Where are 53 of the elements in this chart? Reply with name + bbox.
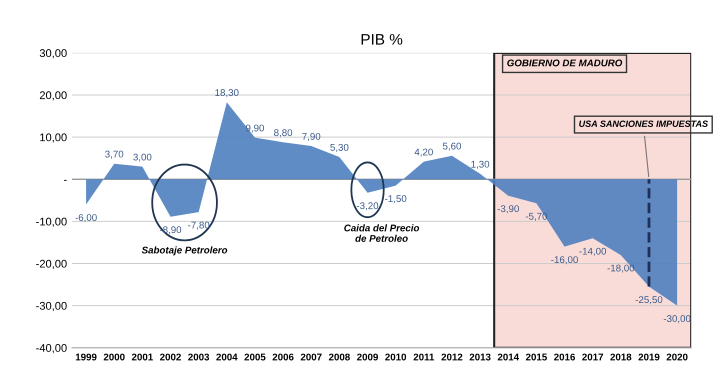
y-tick-label: -30,00 bbox=[36, 302, 67, 312]
y-tick-label: 30,00 bbox=[40, 49, 67, 58]
data-label: -6,00 bbox=[75, 214, 97, 222]
y-tick-label: -40,00 bbox=[36, 344, 67, 354]
x-tick-label: 2005 bbox=[244, 354, 266, 360]
data-label: 5,60 bbox=[442, 142, 462, 151]
x-tick-label: 2011 bbox=[414, 354, 434, 360]
y-tick-label: -10,00 bbox=[36, 218, 67, 227]
x-tick-label: 2003 bbox=[188, 354, 210, 360]
x-tick-label: 2006 bbox=[272, 354, 294, 360]
data-label: -18,00 bbox=[607, 264, 634, 273]
chart-title: PIB % bbox=[362, 34, 402, 45]
x-tick-label: 2014 bbox=[498, 354, 520, 360]
data-label: 3,70 bbox=[105, 150, 124, 159]
x-tick-label: 2012 bbox=[441, 354, 462, 360]
x-tick-label: 2017 bbox=[582, 354, 604, 360]
y-tick-label: - bbox=[64, 180, 67, 181]
data-label: 1,30 bbox=[471, 160, 490, 169]
x-tick-label: 2010 bbox=[385, 354, 406, 360]
x-tick-label: 2020 bbox=[666, 354, 688, 360]
annotation: Sabotaje Petrolero bbox=[142, 246, 228, 256]
x-tick-label: 2016 bbox=[554, 354, 576, 360]
x-tick-label: 2015 bbox=[526, 354, 547, 360]
data-label: 5,30 bbox=[330, 144, 348, 152]
x-tick-label: 2019 bbox=[638, 354, 660, 360]
data-label: -16,00 bbox=[551, 256, 578, 264]
x-tick-label: 1999 bbox=[76, 354, 97, 360]
x-tick-label: 2004 bbox=[216, 354, 238, 360]
data-label: -14,00 bbox=[579, 248, 606, 256]
y-tick-label: -20,00 bbox=[36, 260, 67, 269]
y-tick-label: 20,00 bbox=[40, 91, 67, 100]
data-label: -25,50 bbox=[636, 296, 662, 304]
data-label: -7,80 bbox=[188, 222, 210, 230]
annotation: Caida del Precio de Petroleo bbox=[344, 224, 420, 242]
x-tick-label: 2008 bbox=[328, 354, 350, 360]
data-label: 8,80 bbox=[274, 129, 292, 138]
data-label: 7,90 bbox=[302, 132, 320, 142]
x-tick-label: 2007 bbox=[300, 354, 322, 360]
x-tick-label: 2001 bbox=[132, 354, 153, 360]
data-label: -1,50 bbox=[385, 195, 406, 204]
x-tick-label: 2002 bbox=[160, 354, 181, 360]
x-tick-label: 2013 bbox=[470, 354, 491, 360]
data-label: 4,20 bbox=[414, 148, 433, 157]
data-label: 9,90 bbox=[246, 124, 264, 133]
y-tick-label: 10,00 bbox=[40, 133, 67, 143]
band-label: GOBIERNO DE MADURO bbox=[507, 59, 622, 66]
x-tick-label: 2000 bbox=[104, 354, 125, 360]
x-tick-label: 2009 bbox=[357, 354, 378, 360]
data-label: 3,00 bbox=[133, 154, 152, 162]
data-label: -3,90 bbox=[498, 205, 519, 214]
data-label: -3,20 bbox=[356, 202, 378, 210]
data-label: 18,30 bbox=[215, 89, 239, 98]
x-tick-label: 2018 bbox=[610, 354, 632, 360]
